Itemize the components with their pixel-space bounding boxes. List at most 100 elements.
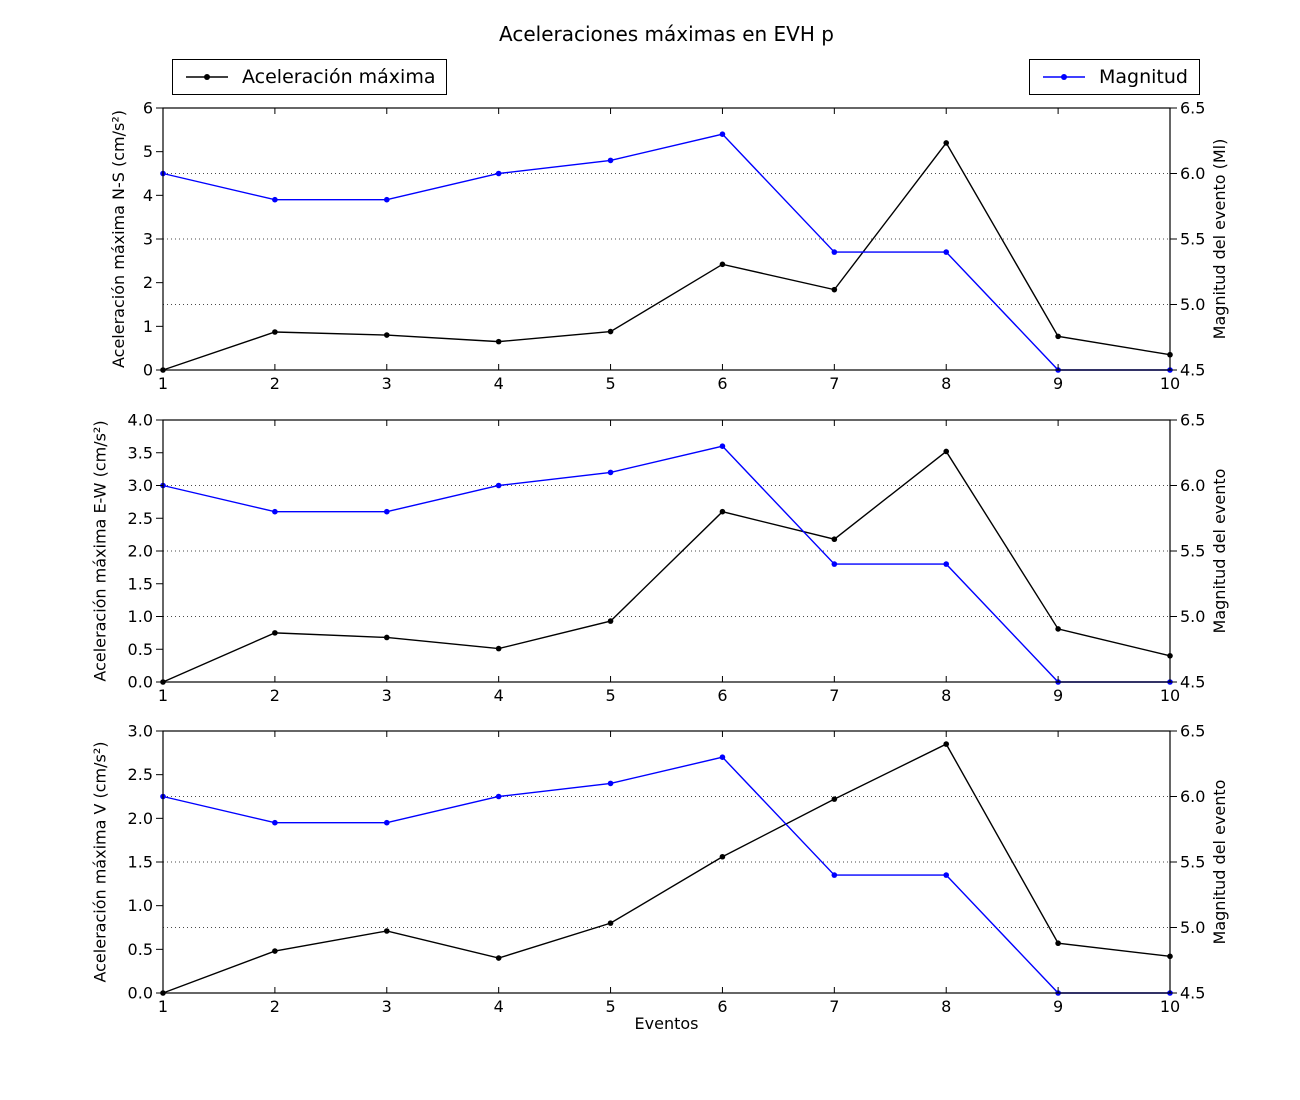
x-tick-label: 2: [270, 374, 280, 393]
magnitude-line-marker: [495, 793, 502, 800]
acceleration-line-marker: [943, 741, 950, 747]
x-tick-label: 5: [605, 686, 615, 705]
acceleration-line-marker: [943, 448, 950, 455]
acceleration-line: [162, 450, 1171, 683]
y-tick-label-right: 5.5: [1180, 230, 1205, 249]
y-axis-label-left: Aceleración máxima E-W (cm/s²): [90, 420, 109, 681]
x-tick-label: 1: [158, 997, 168, 1016]
x-tick-label: 2: [270, 686, 280, 705]
y-tick-label-right: 4.5: [1180, 673, 1205, 692]
x-tick-label: 9: [1053, 374, 1063, 393]
x-tick-label: 8: [941, 686, 951, 705]
acceleration-line-marker: [831, 796, 838, 802]
y-tick-label-left: 1.5: [128, 853, 153, 872]
acceleration-line-marker: [607, 920, 614, 926]
acceleration-line-marker: [495, 955, 502, 961]
legend-line-sample-blue: [1043, 74, 1085, 80]
y-tick-label-right: 5.5: [1180, 853, 1205, 872]
acceleration-line-marker: [1055, 333, 1061, 340]
y-tick-label-left: 3: [143, 230, 153, 249]
magnitude-line-marker: [719, 754, 726, 760]
x-tick-label: 4: [494, 686, 504, 705]
x-tick-label: 8: [941, 997, 951, 1016]
magnitude-line-marker: [831, 561, 838, 567]
magnitude-line: [162, 445, 1170, 683]
legend-marker-blue: [1061, 74, 1067, 80]
y-tick-label-left: 3.5: [128, 443, 153, 462]
acceleration-line-marker: [719, 853, 726, 860]
x-tick-label: 6: [717, 997, 727, 1016]
x-tick-label: 6: [717, 374, 727, 393]
y-tick-label-right: 6.5: [1180, 722, 1205, 741]
magnitude-line-marker: [719, 131, 726, 137]
y-tick-label-left: 2.5: [128, 509, 153, 528]
y-tick-label-right: 6.5: [1180, 99, 1205, 118]
magnitude-line-marker: [272, 819, 278, 826]
magnitude-line-marker: [383, 196, 390, 203]
y-tick-label-left: 5: [143, 142, 153, 161]
y-tick-label-left: 2.0: [128, 809, 153, 828]
y-axis-label-left: Aceleración máxima N-S (cm/s²): [109, 110, 128, 368]
x-tick-label: 2: [270, 997, 280, 1016]
x-axis-label: Eventos: [634, 1014, 699, 1033]
acceleration-line-marker: [719, 508, 726, 515]
y-axis-label-right: Magnitud del evento: [1210, 780, 1229, 945]
y-tick-label-left: 0.0: [128, 984, 153, 1003]
magnitude-line-marker: [607, 469, 614, 476]
acceleration-line-marker: [272, 948, 278, 954]
y-tick-label-right: 6.0: [1180, 787, 1205, 806]
x-tick-label: 5: [605, 374, 615, 393]
acceleration-line-marker: [607, 328, 614, 335]
x-tick-label: 3: [382, 997, 392, 1016]
x-tick-label: 7: [829, 686, 839, 705]
subplot-ns: 1 2 3 4 5 6 7 8 9 1001234564.55.05.56.06.5Acelera…: [109, 99, 1229, 394]
magnitude-line-marker: [607, 157, 614, 164]
magnitude-line-marker: [383, 819, 390, 826]
y-axis-label-left: Aceleración máxima V (cm/s²): [90, 741, 109, 982]
y-axis-label-right: Magnitud del evento (Ml): [1210, 139, 1229, 340]
acceleration-line-marker: [272, 630, 278, 636]
legend-marker-black: [204, 74, 210, 80]
x-tick-label: 1: [158, 374, 168, 393]
subplot-ew: 1 2 3 4 5 6 7 8 9 10 0.0 0.5 1.0 1.5 2.0 2.5 3.0 3.5 4.0 4.…: [90, 411, 1229, 706]
y-tick-label-right: 4.5: [1180, 361, 1205, 380]
y-tick-label-right: 5.0: [1180, 918, 1205, 937]
x-tick-label: 9: [1053, 997, 1063, 1016]
x-tick-label: 10: [1160, 997, 1180, 1016]
x-tick-label: 6: [717, 686, 727, 705]
y-axis-label-right: Magnitud del evento: [1210, 469, 1229, 634]
y-tick-label-left: 2.5: [128, 765, 153, 784]
y-tick-label-right: 6.5: [1180, 411, 1205, 430]
magnitude-line-marker: [495, 170, 502, 177]
x-tick-label: 4: [494, 997, 504, 1016]
legend-acceleration-label: Aceleración máxima: [242, 66, 436, 88]
y-tick-label-left: 0.5: [128, 640, 153, 659]
acceleration-line: [162, 141, 1171, 371]
magnitude-line-marker: [607, 780, 614, 787]
acceleration-line-marker: [1055, 626, 1061, 632]
y-tick-label-right: 6.0: [1180, 164, 1205, 183]
acceleration-line-marker: [383, 928, 390, 934]
magnitude-line-marker: [943, 561, 950, 567]
y-tick-label-left: 1.0: [128, 607, 153, 626]
x-tick-label: 3: [382, 374, 392, 393]
y-tick-label-left: 3.0: [128, 722, 153, 741]
y-tick-label-right: 5.5: [1180, 542, 1205, 561]
x-tick-label: 7: [829, 997, 839, 1016]
magnitude-line-marker: [495, 482, 502, 489]
x-tick-label: 10: [1160, 686, 1180, 705]
magnitude-line-marker: [943, 872, 950, 878]
magnitude-line-marker: [831, 249, 838, 255]
y-tick-label-right: 4.5: [1180, 984, 1205, 1003]
acceleration-line-marker: [383, 634, 390, 641]
x-tick-label: 10: [1160, 374, 1180, 393]
y-tick-label-left: 1: [143, 317, 153, 336]
y-tick-label-left: 2.0: [128, 542, 153, 561]
legend-magnitude: Magnitud: [1029, 59, 1200, 95]
y-tick-label-right: 6.0: [1180, 476, 1205, 495]
acceleration-line-marker: [831, 286, 838, 293]
x-tick-label: 4: [494, 374, 504, 393]
y-tick-label-left: 1.0: [128, 896, 153, 915]
y-tick-label-left: 4: [143, 186, 153, 205]
